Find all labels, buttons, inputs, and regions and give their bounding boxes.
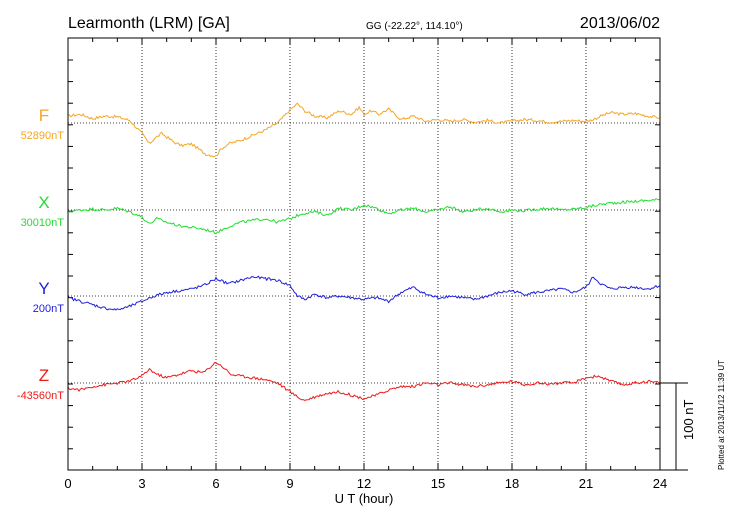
- baseline-label-y: 200nT: [33, 303, 64, 315]
- scale-bar-label: 100 nT: [681, 399, 696, 440]
- x-tick-label-4: 12: [357, 476, 371, 491]
- trace-x: [67, 198, 661, 235]
- x-tick-label-8: 24: [653, 476, 667, 491]
- x-axis-label: U T (hour): [335, 491, 394, 506]
- chart-date: 2013/06/02: [580, 15, 660, 32]
- x-tick-labels: 0 3 6 9 12 15 18 21 24: [64, 476, 667, 491]
- trace-y: [67, 275, 661, 311]
- axis-ticks: [67, 38, 661, 470]
- x-tick-label-7: 21: [579, 476, 593, 491]
- x-tick-label-2: 6: [212, 476, 219, 491]
- chart-title: Learmonth (LRM) [GA]: [68, 15, 230, 32]
- component-letter-f: F: [39, 106, 49, 125]
- series-traces: [67, 102, 661, 401]
- trace-z: [67, 362, 661, 401]
- scale-bar: 100 nT: [660, 382, 696, 471]
- component-letter-y: Y: [38, 279, 49, 298]
- x-tick-label-1: 3: [138, 476, 145, 491]
- component-letter-x: X: [38, 193, 49, 212]
- baseline-label-f: 52890nT: [21, 130, 65, 142]
- plot-timestamp: Plotted at 2013/11/12 11:39 UT: [717, 360, 726, 470]
- station-coordinates: GG (-22.22°, 114.10°): [366, 21, 463, 32]
- plot-frame: [67, 37, 661, 471]
- component-labels: F 52890nT X 30010nT Y 200nT Z -43560nT: [17, 106, 64, 402]
- x-tick-label-5: 15: [431, 476, 445, 491]
- baseline-label-x: 30010nT: [21, 217, 65, 229]
- grid-lines: [141, 38, 587, 470]
- x-tick-label-0: 0: [64, 476, 71, 491]
- trace-f: [67, 102, 661, 157]
- baseline-label-z: -43560nT: [17, 390, 64, 402]
- x-tick-label-6: 18: [505, 476, 519, 491]
- x-tick-label-3: 9: [286, 476, 293, 491]
- component-letter-z: Z: [39, 366, 49, 385]
